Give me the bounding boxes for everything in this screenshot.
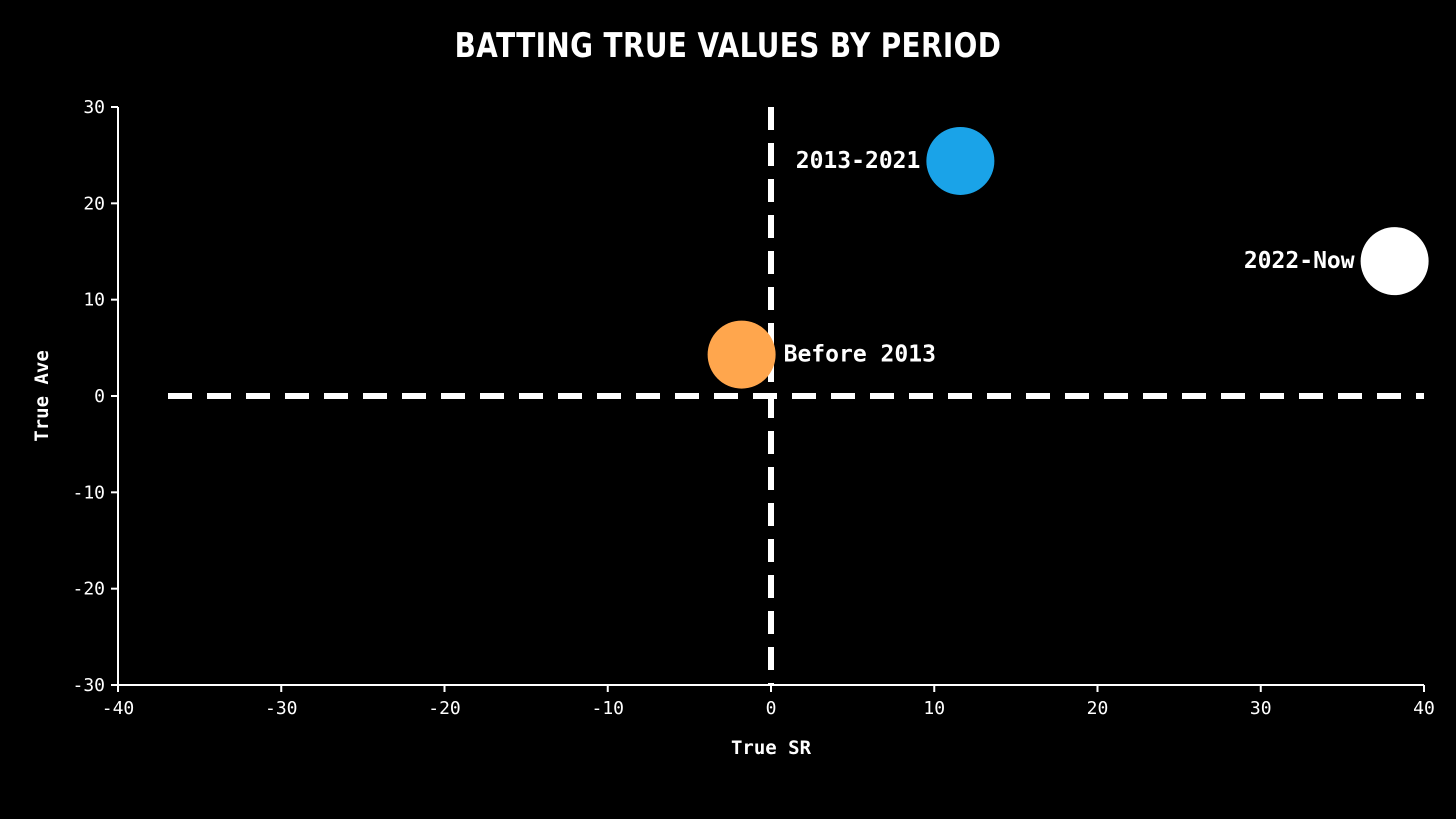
reference-lines	[168, 107, 1424, 685]
y-tick-label: 0	[94, 386, 105, 407]
x-tick-label: -40	[102, 698, 135, 719]
y-tick-label: -10	[72, 482, 105, 503]
chart-title: Batting True Values by Period	[454, 26, 1002, 66]
x-tick-label: -10	[591, 698, 624, 719]
y-tick-label: -30	[72, 675, 105, 696]
data-point	[1360, 227, 1429, 296]
x-tick-label: 10	[923, 698, 945, 719]
x-axis-title: True SR	[731, 737, 812, 759]
data-point	[707, 320, 776, 389]
data-point-label: 2013-2021	[796, 148, 921, 174]
data-point-label: Before 2013	[784, 342, 936, 368]
data-points: Before 2013 2013-2021 2022-Now	[707, 126, 1429, 389]
y-tick-label: -20	[72, 579, 105, 600]
y-axis-title: True Ave	[31, 350, 53, 442]
data-point	[926, 126, 995, 195]
y-tick-label: 10	[83, 290, 105, 311]
x-tick-label: 20	[1087, 698, 1109, 719]
x-tick-label: 40	[1413, 698, 1435, 719]
x-tick-label: -20	[428, 698, 461, 719]
x-tick-label: 30	[1250, 698, 1272, 719]
x-tick-label: -30	[265, 698, 298, 719]
y-tick-label: 30	[83, 97, 105, 118]
y-tick-label: 20	[83, 193, 105, 214]
x-tick-label: 0	[766, 698, 777, 719]
data-point-label: 2022-Now	[1244, 248, 1355, 274]
